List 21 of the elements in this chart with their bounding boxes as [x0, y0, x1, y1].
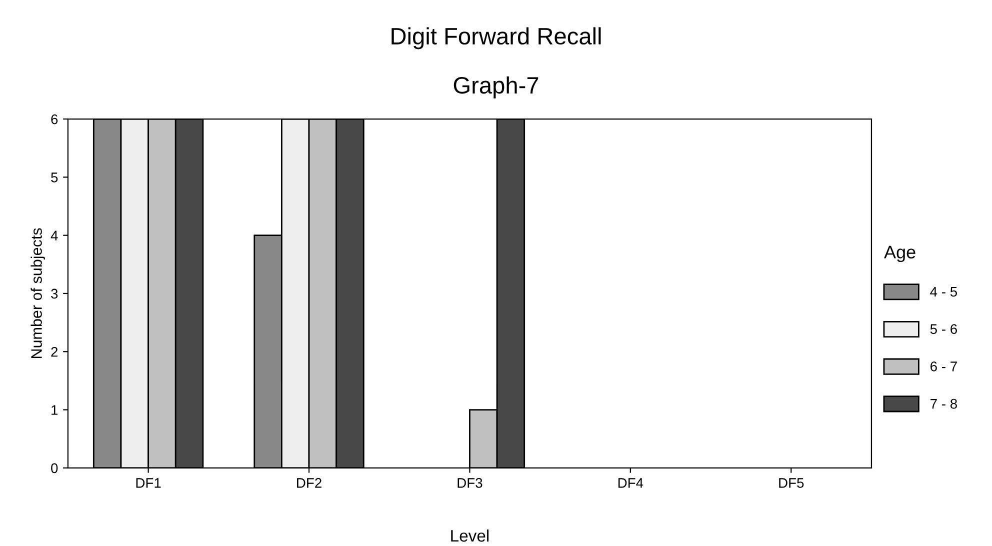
y-tick-label: 4: [50, 230, 58, 240]
y-tick-label: 6: [51, 114, 58, 124]
legend-label: 5 - 6: [930, 324, 957, 334]
y-axis-title: Number of subjects: [30, 228, 45, 358]
y-tick-label: 0: [51, 463, 58, 474]
x-tick-label: DF2: [297, 478, 322, 488]
legend-title: Age: [884, 246, 916, 262]
y-tick-label: 5: [51, 172, 58, 182]
y-tick-label: 1: [52, 405, 58, 415]
legend-label: 6 - 7: [930, 362, 957, 372]
x-tick-label: DF5: [779, 478, 804, 488]
x-tick-label: DF4: [618, 478, 644, 488]
y-tick-label: 3: [51, 288, 58, 299]
legend-label: 4 - 5: [930, 286, 958, 297]
x-tick-label: DF1: [136, 478, 161, 488]
x-tick-label: DF3: [458, 478, 482, 488]
y-tick-label: 2: [51, 346, 58, 357]
legend-label: 7 - 8: [930, 398, 957, 409]
x-axis-title: Level: [451, 529, 489, 542]
chart-title: Digit Forward Recall: [392, 27, 601, 50]
chart-subtitle: Graph-7: [454, 76, 538, 98]
